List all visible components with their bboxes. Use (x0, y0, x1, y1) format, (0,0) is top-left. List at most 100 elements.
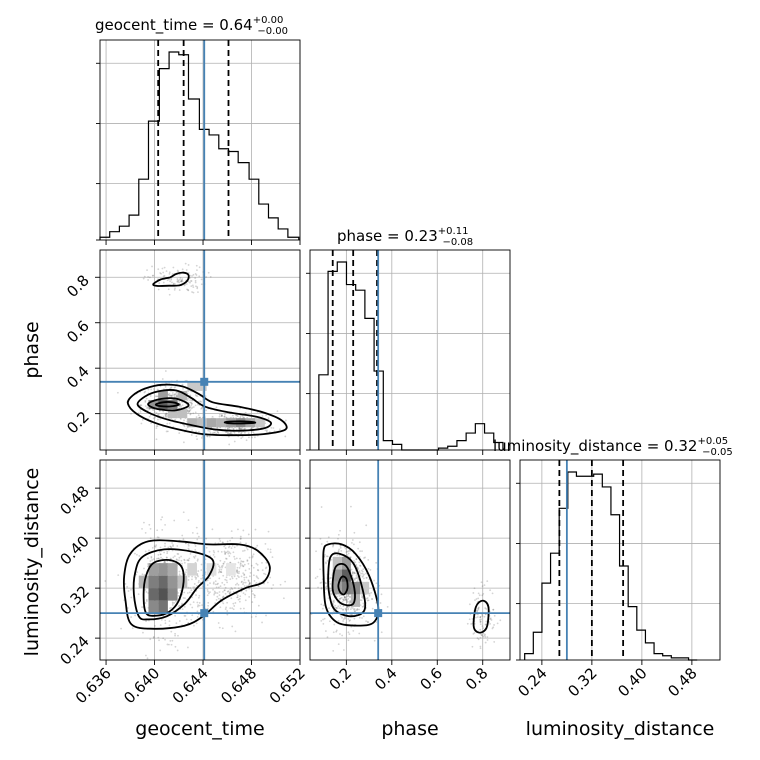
panel-dist-geocent-density-cell-0 (148, 600, 159, 614)
panel-dist-geocent-point (237, 576, 240, 578)
panel-phase-geocent-point (187, 271, 190, 274)
panel-phase-geocent-point (265, 430, 268, 433)
panel-dist-geocent-point (251, 556, 254, 559)
panel-dist-phase-point (362, 574, 365, 577)
panel-dist-geocent-point (222, 595, 225, 598)
panel-dist-phase-point (353, 531, 356, 534)
panel-phase-geocent-point (231, 414, 234, 417)
panel-phase-geocent-point (198, 266, 201, 269)
panel-dist-phase-point (479, 645, 482, 648)
panel-phase-geocent-ytick-label-3: 0.8 (63, 271, 93, 301)
panel-dist-phase-point (477, 613, 479, 616)
panel-phase-geocent-point (248, 436, 250, 439)
panel-phase-geocent-point (228, 443, 231, 446)
panel-phase-geocent-point (221, 414, 223, 417)
panel-dist-geocent-density-cell-9 (167, 575, 178, 589)
panel-phase-geocent-density-cell-0 (148, 400, 159, 410)
panel-dist-geocent-point (212, 553, 215, 556)
panel-phase-geocent-point (191, 429, 193, 431)
panel-phase-geocent-point (225, 416, 228, 419)
panel-phase-geocent-point (174, 418, 177, 421)
panel-dist-geocent-point (265, 566, 268, 569)
panel-dist-geocent-point (256, 569, 259, 571)
panel-dist-geocent-point (147, 563, 149, 565)
panel-phase-geocent-point (213, 431, 215, 434)
panel-dist-geocent-point (252, 553, 255, 556)
panel-dist-phase-point (353, 571, 356, 574)
panel-phase-geocent-point (158, 282, 161, 285)
xlabel-geocent-time: geocent_time (135, 718, 264, 740)
panel-dist-phase-point (347, 595, 350, 597)
panel-phase-geocent-ytick-label-2: 0.6 (63, 317, 93, 347)
title-luminosity-distance-label: luminosity_distance = 0.32 (493, 437, 697, 456)
panel-dist-geocent-point (256, 563, 259, 566)
panel-dist-phase-point (479, 616, 482, 618)
panel-phase-geocent-point (190, 434, 193, 436)
panel-dist-geocent-point (120, 627, 122, 630)
panel-dist-phase-contour-0 (322, 542, 380, 627)
panel-dist-geocent-point (156, 557, 158, 560)
panel-dist-phase-point (343, 597, 346, 599)
hist-phase-grid (310, 250, 510, 450)
panel-dist-geocent-point (239, 537, 242, 540)
panel-phase-geocent-density-cell-7 (196, 381, 207, 391)
panel-dist-phase-point (353, 608, 356, 610)
panel-phase-geocent-point (195, 430, 197, 433)
panel-dist-geocent-point (239, 563, 242, 566)
panel-dist-geocent-point (224, 547, 227, 550)
panel-dist-geocent-ytick-label-0: 0.24 (56, 632, 92, 668)
panel-dist-geocent-point (236, 596, 238, 599)
panel-dist-geocent-point (170, 546, 173, 549)
panel-dist-geocent-point (182, 511, 185, 514)
panel-phase-geocent-point (173, 395, 176, 398)
panel-dist-phase-point (330, 593, 333, 595)
hist-luminosity-distance-bar-10 (611, 515, 620, 660)
panel-dist-phase-point (352, 607, 354, 610)
panel-dist-geocent-point (221, 566, 223, 569)
panel-dist-geocent-point (251, 590, 253, 593)
panel-dist-geocent-point (200, 577, 203, 580)
panel-dist-phase-point (354, 561, 357, 564)
panel-dist-geocent-point (209, 577, 212, 580)
panel-dist-geocent-point (265, 561, 268, 564)
panel-dist-phase-point (342, 598, 345, 601)
panel-dist-phase-point (358, 561, 361, 564)
hist-geocent-time-bar-2 (119, 226, 129, 240)
panel-dist-geocent-point (222, 590, 224, 593)
panel-dist-phase-point (347, 618, 350, 620)
panel-dist-geocent-point (219, 566, 221, 569)
panel-phase-geocent-point (148, 415, 151, 418)
panel-dist-geocent-point (196, 610, 199, 613)
panel-phase-geocent-density-cell-10 (196, 418, 207, 428)
panel-dist-geocent-point (265, 614, 267, 617)
panel-dist-geocent-density-cell-11 (138, 575, 149, 589)
panel-dist-geocent-point (209, 591, 211, 594)
panel-dist-phase-point (477, 607, 480, 610)
panel-dist-geocent-point (216, 592, 219, 594)
panel-phase-geocent-density-cell-12 (216, 418, 227, 428)
panel-dist-geocent-point (230, 530, 233, 533)
panel-dist-phase-point (481, 613, 484, 616)
panel-dist-geocent-point (214, 602, 217, 605)
panel-phase-geocent-point (144, 401, 147, 403)
panel-dist-geocent-point (237, 561, 240, 564)
panel-dist-phase-point (486, 580, 489, 583)
panel-phase-geocent-point (198, 275, 201, 278)
panel-dist-geocent-point (141, 527, 143, 530)
panel-dist-phase-point (339, 598, 342, 600)
panel-dist-phase-point (479, 620, 482, 623)
panel-dist-geocent-point (156, 529, 159, 532)
panel-dist-geocent-point (246, 560, 249, 562)
panel-dist-geocent-point (229, 561, 232, 564)
panel-dist-geocent-point (197, 535, 200, 538)
panel-dist-geocent-point (131, 627, 134, 630)
panel-dist-phase-point (486, 636, 489, 638)
panel-dist-geocent-ytick-label-3: 0.48 (56, 482, 92, 518)
panel-dist-geocent-point (126, 585, 129, 588)
panel-phase-geocent-point (176, 279, 179, 282)
panel-phase-geocent-point (173, 394, 175, 397)
panel-dist-geocent-density-cell-6 (158, 575, 168, 589)
panel-dist-geocent-point (254, 528, 257, 531)
panel-phase-geocent-point (182, 387, 184, 390)
panel-phase-geocent-point (191, 399, 193, 402)
